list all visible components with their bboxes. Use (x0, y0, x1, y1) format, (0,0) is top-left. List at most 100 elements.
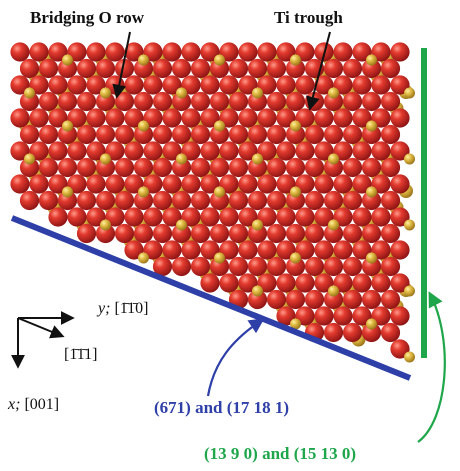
oxygen-atom (247, 190, 268, 211)
oxygen-atom (285, 157, 306, 178)
oxygen-atom (57, 91, 78, 112)
oxygen-atom (10, 42, 30, 62)
oxygen-atom (48, 207, 68, 227)
oxygen-atom (285, 124, 306, 145)
titanium-atom (138, 120, 149, 132)
oxygen-atom (190, 157, 211, 178)
oxygen-atom (314, 240, 334, 260)
bridging-o-row-label: Bridging O row (30, 8, 144, 27)
oxygen-atom (219, 273, 239, 293)
oxygen-atom (152, 58, 173, 79)
oxygen-atom (124, 207, 144, 227)
oxygen-atom (105, 108, 125, 128)
oxygen-atom (19, 58, 40, 79)
titanium-atom (62, 54, 73, 66)
titanium-atom (366, 186, 377, 198)
atom-lattice (10, 42, 415, 363)
titanium-atom (328, 87, 339, 99)
oxygen-atom (95, 91, 116, 112)
y-axis-label: y; [1̄1̄0] (98, 300, 149, 318)
oxygen-atom (295, 273, 315, 293)
oxygen-atom (295, 141, 315, 161)
oxygen-atom (219, 108, 239, 128)
green-plane-pointer-arrow (417, 291, 446, 443)
oxygen-atom (38, 124, 59, 145)
oxygen-atom (333, 207, 353, 227)
titanium-atom (290, 186, 301, 198)
oxygen-atom (238, 273, 258, 293)
titanium-atom (328, 153, 339, 165)
oxygen-atom (352, 240, 372, 260)
oxygen-atom (352, 207, 372, 227)
oxygen-atom (190, 124, 211, 145)
oxygen-atom (285, 289, 306, 310)
titanium-atom (100, 87, 111, 99)
oxygen-atom (76, 91, 97, 112)
oxygen-atom (171, 91, 192, 112)
diagonal-axis-arrow (17, 317, 65, 339)
green-plane-label: (13 9 0) and (15 13 0) (204, 444, 357, 463)
oxygen-atom (333, 108, 353, 128)
oxygen-atom (10, 75, 30, 95)
oxygen-atom (314, 273, 334, 293)
oxygen-atom (162, 75, 182, 95)
oxygen-atom (219, 141, 239, 161)
oxygen-atom (105, 141, 125, 161)
oxygen-atom (380, 322, 401, 343)
oxygen-atom (162, 240, 182, 260)
oxygen-atom (124, 240, 144, 260)
oxygen-atom (48, 75, 68, 95)
titanium-atom (290, 120, 301, 132)
oxygen-atom (29, 108, 49, 128)
oxygen-atom (314, 75, 334, 95)
oxygen-atom (304, 256, 325, 277)
oxygen-atom (390, 207, 410, 227)
oxygen-atom (133, 58, 154, 79)
oxygen-atom (67, 141, 87, 161)
oxygen-atom (257, 108, 277, 128)
titanium-atom (214, 186, 225, 198)
oxygen-atom (219, 174, 239, 194)
oxygen-atom (133, 91, 154, 112)
oxygen-atom (152, 190, 173, 211)
oxygen-atom (181, 75, 201, 95)
oxygen-atom (95, 157, 116, 178)
oxygen-atom (238, 174, 258, 194)
oxygen-atom (29, 141, 49, 161)
axis-arrows (11, 311, 75, 369)
oxygen-atom (266, 256, 287, 277)
diagonal-axis-label: [1̄1̄1] (64, 346, 98, 363)
titanium-atom (62, 186, 73, 198)
oxygen-atom (238, 75, 258, 95)
oxygen-atom (342, 157, 363, 178)
oxygen-atom (390, 240, 410, 260)
oxygen-atom (67, 174, 87, 194)
oxygen-atom (285, 58, 306, 79)
titanium-atom (252, 285, 263, 297)
oxygen-atom (29, 174, 49, 194)
oxygen-atom (95, 223, 116, 244)
titanium-atom (214, 120, 225, 132)
oxygen-atom (276, 75, 296, 95)
oxygen-atom (295, 240, 315, 260)
oxygen-atom (247, 91, 268, 112)
oxygen-atom (67, 108, 87, 128)
x-axis-symbol: x; (8, 396, 25, 413)
titanium-atom (404, 153, 415, 165)
oxygen-atom (124, 42, 144, 62)
oxygen-atom (171, 190, 192, 211)
oxygen-atom (19, 190, 40, 211)
oxygen-atom (352, 75, 372, 95)
oxygen-atom (143, 207, 163, 227)
oxygen-atom (276, 273, 296, 293)
oxygen-atom (257, 207, 277, 227)
oxygen-atom (48, 42, 68, 62)
oxygen-atom (228, 124, 249, 145)
oxygen-atom (380, 256, 401, 277)
oxygen-atom (390, 273, 410, 293)
oxygen-atom (152, 124, 173, 145)
oxygen-atom (57, 124, 78, 145)
titanium-atom (24, 87, 35, 99)
oxygen-atom (38, 190, 59, 211)
